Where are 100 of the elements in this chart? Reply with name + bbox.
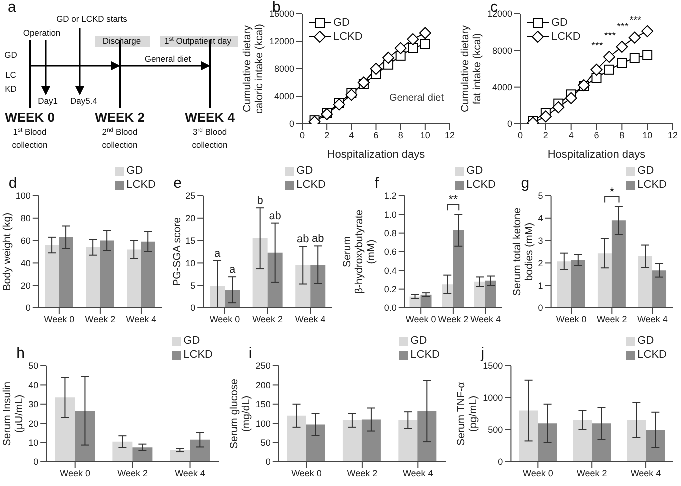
text: Operation: [23, 28, 61, 38]
x-tick-label: 8: [398, 130, 404, 140]
text: collection: [102, 140, 138, 150]
x-tick-label: 0: [518, 130, 524, 140]
data-label: a: [229, 264, 236, 276]
y-tick-label: 5: [538, 191, 544, 202]
annotation: ***: [630, 15, 642, 26]
legend-label: GD: [552, 16, 568, 30]
x-tick-label: Week 0: [210, 314, 240, 324]
text: GD: [4, 50, 18, 60]
annotation: General diet: [390, 93, 444, 104]
x-tick-label: 2: [324, 130, 330, 140]
y-tick-label: 40: [20, 258, 31, 268]
legend-label: GD: [296, 164, 314, 178]
y-tick-label: 2: [538, 258, 544, 268]
text: WEEK 0: [5, 110, 55, 125]
x-tick-label: Week 0: [522, 468, 554, 478]
chart-title: d: [8, 175, 18, 192]
x-tick-label: 10: [642, 130, 653, 140]
legend-label: GD: [638, 164, 654, 178]
legend-label: GD: [126, 164, 144, 178]
text: WEEK 4: [185, 110, 236, 125]
y-tick-label: 20: [20, 280, 31, 291]
legend-label: LCKD: [334, 30, 363, 44]
x-tick-label: 10: [420, 130, 430, 140]
y-tick-label: 20: [28, 418, 39, 429]
y-tick-label: 0.0: [384, 303, 397, 314]
y-tick-label: 3: [538, 236, 544, 246]
data-label: a: [214, 248, 222, 260]
text: 1$^{st}$ Blood: [13, 127, 47, 137]
legend-label: GD: [638, 334, 654, 348]
chart-title: i: [248, 345, 252, 362]
legend-label: LCKD: [638, 348, 667, 362]
y-tick-label: 4000: [492, 82, 512, 93]
data-label: ab: [312, 233, 324, 246]
y-axis-title: Cumulative dietary caloric intake (kcal): [242, 24, 266, 114]
data-label: b: [257, 195, 264, 208]
x-tick-label: Week 2: [576, 468, 608, 478]
legend-label: LCKD: [184, 348, 213, 362]
y-axis-title: Cumulative dietary fat intake (kcal): [460, 24, 484, 112]
y-tick-label: 20: [186, 214, 196, 224]
chart-title: h: [16, 345, 25, 362]
y-tick-label: 16000: [269, 9, 294, 20]
legend-label: LCKD: [638, 178, 667, 192]
text: KD: [5, 84, 17, 94]
text: 2$^{nd}$ Blood: [102, 127, 138, 137]
text: Day1: [38, 96, 58, 106]
chart-title: j: [481, 345, 485, 362]
y-tick-label: 0.6: [384, 247, 397, 258]
x-tick-label: Week 4: [126, 314, 157, 324]
x-tick-label: Week 4: [175, 468, 206, 478]
annotation: **: [448, 192, 458, 207]
text: Day5.4: [70, 96, 98, 106]
y-tick-label: 0: [289, 119, 294, 130]
y-tick-label: 5: [190, 280, 196, 291]
bracket: **: [447, 192, 460, 212]
y-tick-label: 0: [538, 303, 544, 314]
y-tick-label: 50: [260, 438, 271, 448]
x-tick-label: 6: [374, 130, 379, 140]
y-tick-label: 4000: [274, 92, 294, 102]
y-tick-label: 0.8: [384, 228, 397, 239]
y-tick-label: 15: [186, 236, 196, 246]
legend-label: LCKD: [466, 178, 496, 192]
y-tick-label: 30: [28, 400, 39, 410]
text: LC: [6, 70, 16, 80]
annotation: ***: [592, 41, 604, 52]
legend-label: GD: [466, 164, 484, 178]
x-tick-label: 8: [620, 130, 625, 140]
y-tick-label: 100: [256, 418, 271, 429]
x-tick-label: Week 4: [295, 314, 326, 324]
y-tick-label: 0: [266, 457, 271, 468]
y-axis-title: Serum β-hydroxybutyrate (mM): [342, 210, 378, 294]
text: GD or LCKD starts: [56, 14, 128, 24]
y-tick-label: 0: [26, 303, 31, 314]
y-tick-label: 25: [186, 191, 196, 202]
y-tick-label: 10: [186, 258, 196, 268]
x-tick-label: Week 2: [85, 314, 116, 324]
data-label: ab: [296, 234, 310, 246]
y-tick-label: 1500: [483, 361, 504, 372]
x-tick-label: Week 2: [252, 314, 283, 324]
bracket: *: [604, 184, 620, 204]
legend-label: GD: [334, 16, 350, 30]
y-axis-title: Serum total ketone bodies (mM): [512, 208, 536, 296]
y-tick-label: 12000: [269, 36, 294, 47]
y-tick-label: 0: [34, 457, 39, 468]
y-tick-label: 0: [190, 303, 196, 314]
x-tick-label: Week 4: [638, 314, 668, 324]
y-tick-label: 4: [538, 214, 544, 224]
y-tick-label: 1.2: [384, 191, 397, 202]
x-tick-label: Week 0: [44, 314, 75, 324]
y-tick-label: 1000: [483, 393, 504, 404]
y-tick-label: 80: [20, 214, 31, 224]
y-tick-label: 0.2: [384, 284, 397, 295]
x-tick-label: Week 0: [556, 314, 587, 324]
text: collection: [192, 140, 228, 150]
y-axis-title: Serum glucose (mg/dL): [228, 378, 253, 450]
legend-label: LCKD: [552, 30, 581, 44]
annotation: ***: [617, 22, 629, 33]
x-tick-label: Week 2: [438, 314, 469, 324]
x-tick-label: Week 2: [118, 468, 148, 478]
